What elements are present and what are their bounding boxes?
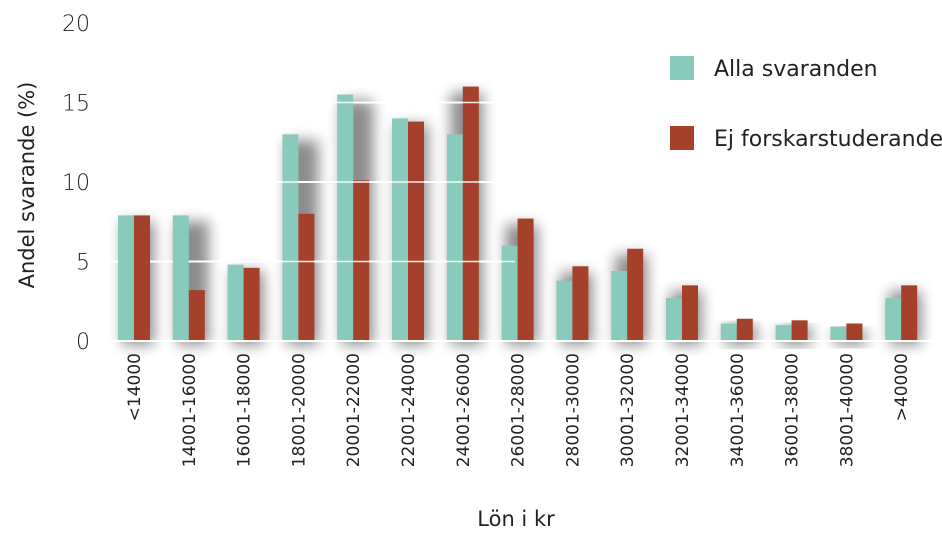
x-tick-label: 38001-40000 (837, 353, 857, 467)
y-tick-label: 10 (62, 171, 90, 196)
y-tick-label: 0 (76, 330, 90, 355)
bar-ej-forskar-2 (243, 267, 260, 341)
bar-alla-12 (775, 325, 792, 341)
bar-ej-forskar-3 (298, 213, 315, 341)
bar-ej-forskar-12 (791, 320, 808, 341)
x-tick-label: 24001-26000 (454, 353, 474, 467)
y-axis-ticks: 0 5 10 15 20 (62, 12, 90, 355)
bar-alla-9 (611, 271, 628, 341)
bar-alla-1 (172, 215, 189, 341)
bar-ej-forskar-0 (134, 215, 150, 341)
x-axis-ticks: <14000 14001-16000 16001-18000 18001-20000 2… (125, 353, 912, 467)
bar-alla-5 (392, 118, 408, 342)
bar-alla-6 (446, 134, 463, 341)
bar-ej-forskar-13 (846, 323, 863, 341)
x-tick-label: <14000 (125, 353, 145, 421)
bar-ej-forskar-10 (682, 285, 698, 341)
bar-ej-forskar-1 (188, 290, 205, 341)
bar-alla-8 (556, 280, 573, 341)
legend: Alla svaranden Ej forskarstuderande (670, 56, 942, 152)
x-tick-label: 32001-34000 (673, 353, 693, 467)
y-tick-label: 20 (62, 12, 90, 37)
y-tick-label: 15 (62, 92, 90, 117)
bar-alla-2 (227, 264, 244, 341)
bar-alla-0 (118, 215, 134, 341)
bar-alla-14 (885, 298, 902, 341)
bar-alla-13 (830, 326, 847, 341)
legend-label-alla: Alla svaranden (714, 57, 878, 82)
x-tick-label: 18001-20000 (289, 353, 309, 467)
x-tick-label: 30001-32000 (618, 353, 638, 467)
bar-ej-forskar-6 (462, 86, 479, 341)
y-axis-title: Andel svarande (%) (15, 82, 39, 289)
x-tick-label: 14001-16000 (180, 353, 200, 467)
bar-alla-10 (666, 298, 682, 341)
x-tick-label: 16001-18000 (235, 353, 255, 467)
bars (104, 86, 938, 342)
x-tick-label: 20001-22000 (344, 353, 364, 467)
legend-swatch-ej-forskar (670, 126, 694, 150)
bar-ej-forskar-14 (901, 285, 918, 341)
bar-alla-7 (501, 245, 518, 341)
bar-ej-forskar-11 (736, 318, 753, 341)
legend-label-ej-forskar: Ej forskarstuderande (714, 127, 942, 152)
legend-swatch-alla (670, 56, 694, 80)
bar-ej-forskar-5 (408, 121, 424, 341)
bar-ej-forskar-7 (517, 218, 534, 341)
y-tick-label: 5 (76, 251, 90, 276)
x-tick-label: 22001-24000 (399, 353, 419, 467)
bar-ej-forskar-9 (627, 248, 644, 341)
bar-ej-forskar-8 (572, 266, 589, 341)
x-tick-label: 26001-28000 (509, 353, 529, 467)
bar-alla-3 (282, 134, 299, 341)
bar-alla-4 (337, 94, 354, 341)
x-tick-label: 36001-38000 (783, 353, 803, 467)
bar-alla-11 (720, 323, 737, 341)
x-axis-title: Lön i kr (477, 507, 555, 531)
x-tick-label: 34001-36000 (728, 353, 748, 467)
x-tick-label: >40000 (892, 353, 912, 421)
x-tick-label: 28001-30000 (563, 353, 583, 467)
